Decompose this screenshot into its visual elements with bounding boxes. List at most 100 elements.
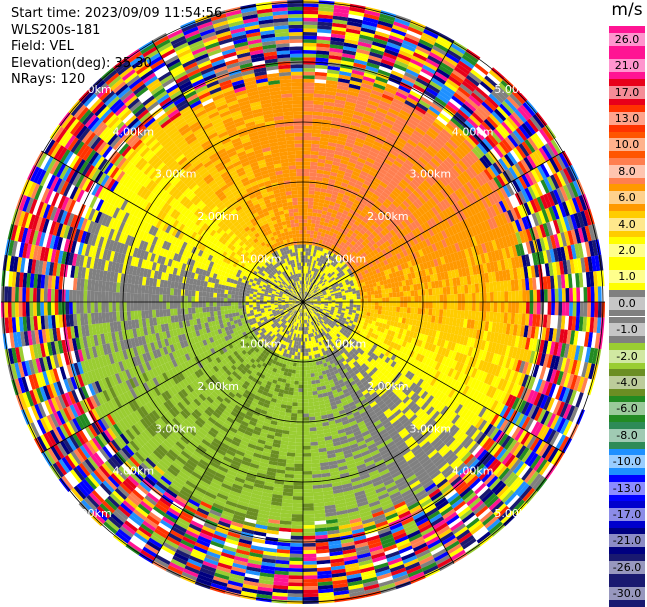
velocity-gate: [364, 255, 370, 261]
velocity-gate: [314, 276, 318, 281]
velocity-gate: [355, 137, 365, 145]
velocity-gate: [306, 288, 309, 292]
velocity-gate: [527, 136, 539, 152]
velocity-gate: [423, 202, 432, 212]
velocity-gate: [375, 110, 387, 118]
velocity-gate: [420, 117, 433, 128]
velocity-gate: [306, 240, 310, 245]
velocity-gate: [316, 288, 321, 292]
velocity-gate: [356, 100, 368, 107]
velocity-gate: [341, 197, 349, 204]
velocity-gate: [378, 297, 383, 302]
velocity-gate: [316, 213, 322, 218]
velocity-gate: [322, 108, 334, 114]
velocity-gate: [509, 149, 521, 163]
velocity-gate: [385, 306, 390, 312]
velocity-gate: [406, 156, 417, 165]
velocity-gate: [421, 168, 431, 178]
velocity-gate: [346, 246, 352, 252]
velocity-gate: [448, 194, 457, 204]
velocity-gate: [309, 430, 317, 436]
velocity-gate: [399, 151, 409, 160]
velocity-gate: [311, 383, 317, 388]
velocity-gate: [471, 292, 476, 302]
velocity-gate: [308, 273, 311, 278]
velocity-gate: [388, 306, 393, 312]
velocity-gate: [393, 63, 407, 72]
velocity-gate: [307, 215, 313, 220]
velocity-gate: [305, 355, 310, 360]
velocity-gate: [423, 89, 437, 100]
velocity-gate: [326, 226, 332, 232]
velocity-gate: [303, 104, 314, 108]
velocity-gate: [340, 60, 354, 67]
velocity-gate: [303, 449, 311, 454]
velocity-gate: [507, 134, 519, 148]
velocity-gate: [322, 272, 326, 277]
velocity-gate: [423, 29, 439, 39]
velocity-gate: [326, 185, 334, 191]
velocity-gate: [328, 279, 333, 283]
velocity-gate: [572, 302, 577, 317]
velocity-gate: [401, 148, 411, 157]
velocity-gate: [347, 17, 363, 24]
velocity-gate: [445, 196, 454, 206]
velocity-gate: [463, 51, 479, 64]
velocity-gate: [308, 244, 313, 249]
velocity-gate: [333, 154, 343, 160]
velocity-gate: [305, 244, 310, 249]
velocity-gate: [353, 59, 368, 66]
velocity-gate: [367, 154, 377, 161]
velocity-gate: [359, 86, 372, 94]
velocity-gate: [347, 87, 360, 94]
velocity-gate: [303, 366, 307, 371]
velocity-gate: [304, 280, 307, 285]
velocity-gate: [543, 289, 548, 302]
velocity-gate: [313, 284, 317, 289]
velocity-gate: [461, 54, 477, 67]
velocity-gate: [317, 283, 321, 287]
velocity-gate: [440, 109, 453, 121]
velocity-gate: [391, 24, 408, 34]
velocity-gate: [409, 90, 422, 100]
velocity-gate: [424, 308, 429, 316]
velocity-gate: [333, 280, 338, 284]
velocity-gate: [378, 238, 385, 245]
velocity-gate: [313, 267, 316, 272]
velocity-gate: [452, 114, 465, 126]
velocity-gate: [397, 112, 410, 122]
velocity-gate: [421, 289, 426, 296]
velocity-gate: [448, 46, 464, 58]
velocity-gate: [409, 284, 414, 291]
velocity-gate: [320, 259, 325, 264]
velocity-gate: [339, 276, 344, 281]
velocity-gate: [435, 152, 446, 162]
velocity-gate: [353, 62, 367, 70]
velocity-gate: [325, 83, 338, 89]
velocity-gate: [304, 284, 306, 288]
velocity-gate: [379, 223, 386, 230]
velocity-gate: [383, 52, 398, 61]
velocity-gate: [311, 287, 315, 291]
velocity-gate: [304, 291, 306, 295]
velocity-gate: [476, 60, 492, 73]
velocity-gate: [343, 248, 349, 254]
velocity-gate: [354, 141, 364, 148]
velocity-gate: [330, 194, 338, 200]
velocity-gate: [311, 267, 315, 272]
velocity-gate: [314, 82, 326, 88]
velocity-gate: [361, 23, 377, 31]
velocity-gate: [498, 123, 511, 137]
velocity-gate: [398, 168, 408, 177]
velocity-gate: [315, 277, 319, 281]
velocity-gate: [428, 105, 441, 116]
velocity-gate: [391, 190, 400, 198]
velocity-gate: [399, 212, 407, 221]
velocity-gate: [332, 113, 343, 119]
velocity-gate: [393, 173, 403, 182]
velocity-gate: [339, 204, 346, 210]
velocity-gate: [385, 83, 399, 92]
velocity-gate: [316, 246, 321, 251]
velocity-gate: [346, 268, 352, 273]
velocity-gate: [375, 27, 391, 35]
